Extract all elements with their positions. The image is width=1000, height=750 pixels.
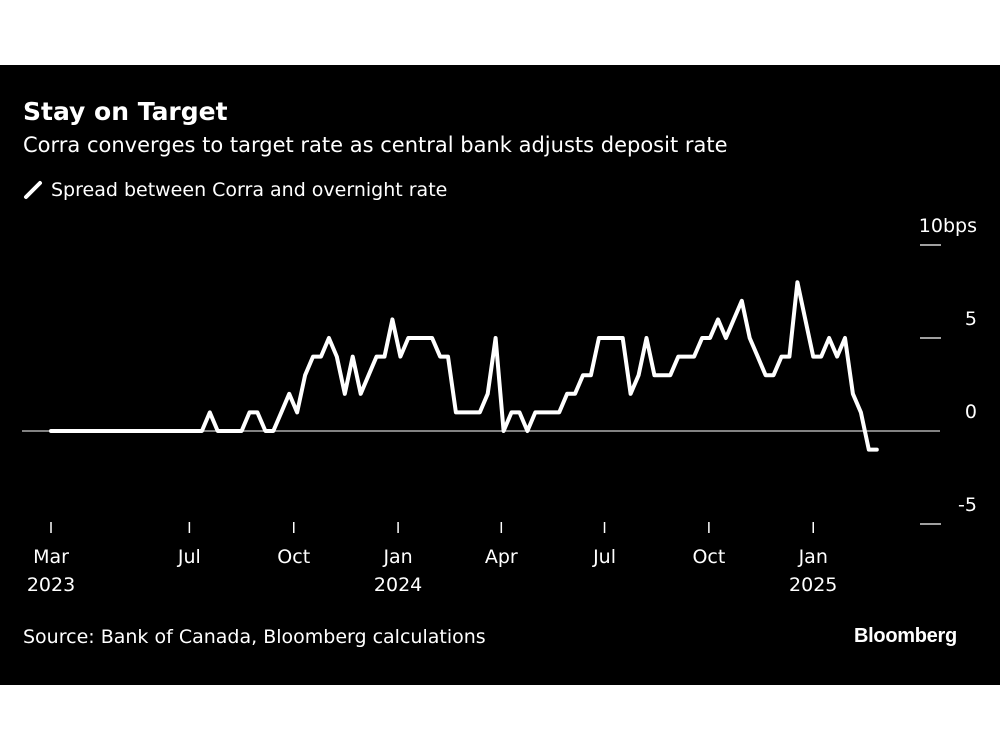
y-tick-label: 10bps [919,215,977,237]
x-tick-label: Mar [33,546,69,568]
x-tick-label: Oct [692,546,725,568]
x-tick-year-label: 2023 [27,574,75,596]
y-tick-label: 0 [965,401,977,423]
chart-title: Stay on Target [23,97,228,126]
legend-label: Spread between Corra and overnight rate [51,179,448,201]
x-tick-label: Apr [485,546,518,568]
x-tick-year-label: 2024 [374,574,422,596]
plot-area: 10bps 5 0 -5 Mar 2023 Jul Oct Jan 2024 Apr Jul Oct Ja… [22,215,977,596]
series-line-corra-spread [49,280,879,452]
x-tick-label: Jul [177,546,201,568]
source-note: Source: Bank of Canada, Bloomberg calcul… [23,626,486,648]
y-tick-label: -5 [958,494,977,516]
x-tick-year-label: 2025 [789,574,837,596]
y-tick-label: 5 [965,308,977,330]
x-tick-label: Jan [382,546,412,568]
legend-line-icon [24,181,42,199]
bloomberg-logo: Bloomberg [854,625,957,647]
x-tick-label: Jul [592,546,616,568]
chart-panel: Stay on Target Corra converges to target… [0,65,1000,685]
x-tick-label: Oct [277,546,310,568]
chart-subtitle: Corra converges to target rate as centra… [23,133,728,157]
legend: Spread between Corra and overnight rate [23,179,447,201]
x-tick-label: Jan [798,546,828,568]
